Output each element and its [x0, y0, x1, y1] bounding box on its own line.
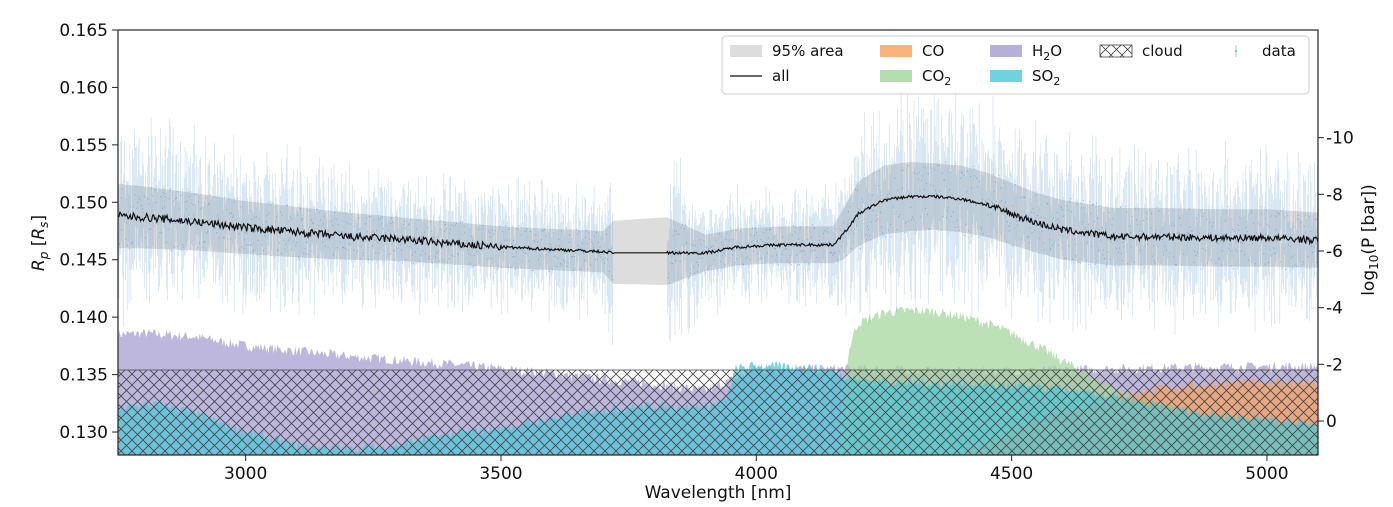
legend-label: H2O: [1032, 42, 1062, 63]
legend-label: 95% area: [772, 42, 844, 60]
right-tick-label: -4: [1326, 299, 1343, 319]
x-tick-label: 4000: [735, 464, 778, 484]
right-tick-label: -2: [1326, 355, 1343, 375]
legend-swatch: [1099, 44, 1133, 58]
axes: 3000 3500 4000 4500 5000 0.130 0.135 0.140 0.145…: [59, 21, 1353, 484]
x-tick-label: 3500: [479, 464, 522, 484]
area-95: [118, 162, 1318, 285]
legend-swatch-dot: [1235, 50, 1237, 52]
legend-label: data: [1262, 42, 1296, 60]
cloud-region: [118, 370, 1318, 455]
y-tick-label: 0.160: [59, 78, 108, 98]
right-tick-label: -6: [1326, 242, 1343, 262]
legend-label: CO: [922, 42, 944, 60]
legend-box: [721, 35, 1310, 95]
model-all-line: [118, 194, 1318, 256]
right-tick-label: -10: [1326, 129, 1354, 149]
y-tick-label: 0.155: [59, 136, 108, 156]
x-axis-label: Wavelength [nm]: [645, 483, 792, 503]
plot-frame: [117, 29, 1319, 456]
legend-label: SO2: [1032, 67, 1060, 88]
legend-item-co2: CO2: [880, 67, 951, 88]
legend-swatch: [880, 45, 912, 57]
legend-label: cloud: [1142, 42, 1183, 60]
legend-label: CO2: [922, 67, 951, 88]
legend-item-cloud: cloud: [1099, 42, 1183, 60]
right-tick-label: 0: [1326, 412, 1337, 432]
data-error-bars: [118, 82, 1318, 345]
y-tick-label: 0.150: [59, 193, 108, 213]
plot-area: [118, 82, 1318, 455]
legend-swatch: [730, 45, 762, 57]
right-axis-label: log10(P [bar]): [1359, 184, 1381, 296]
legend-swatch: [990, 70, 1022, 82]
y-tick-label: 0.140: [59, 308, 108, 328]
data-points: [118, 82, 1318, 345]
legend-item-so2: SO2: [990, 67, 1060, 88]
legend-label: all: [772, 67, 790, 85]
x-tick-label: 5000: [1245, 464, 1288, 484]
y-tick-label: 0.145: [59, 251, 108, 271]
x-tick-label: 3000: [224, 464, 267, 484]
legend: 95% area all CO CO2 H2O SO2 cloud data: [721, 35, 1310, 95]
y-tick-label: 0.165: [59, 21, 108, 41]
legend-swatch: [990, 45, 1022, 57]
legend-item-all: all: [730, 67, 790, 85]
y-tick-label: 0.135: [59, 366, 108, 386]
legend-item-h2o: H2O: [990, 42, 1062, 63]
legend-item-area95: 95% area: [730, 42, 844, 60]
legend-item-data: data: [1235, 42, 1296, 60]
y-tick-label: 0.130: [59, 423, 108, 443]
x-tick-label: 4500: [990, 464, 1033, 484]
right-tick-label: -8: [1326, 185, 1343, 205]
legend-swatch: [880, 70, 912, 82]
y-axis-label: Rp [Rs]: [29, 215, 51, 271]
legend-item-co: CO: [880, 42, 944, 60]
